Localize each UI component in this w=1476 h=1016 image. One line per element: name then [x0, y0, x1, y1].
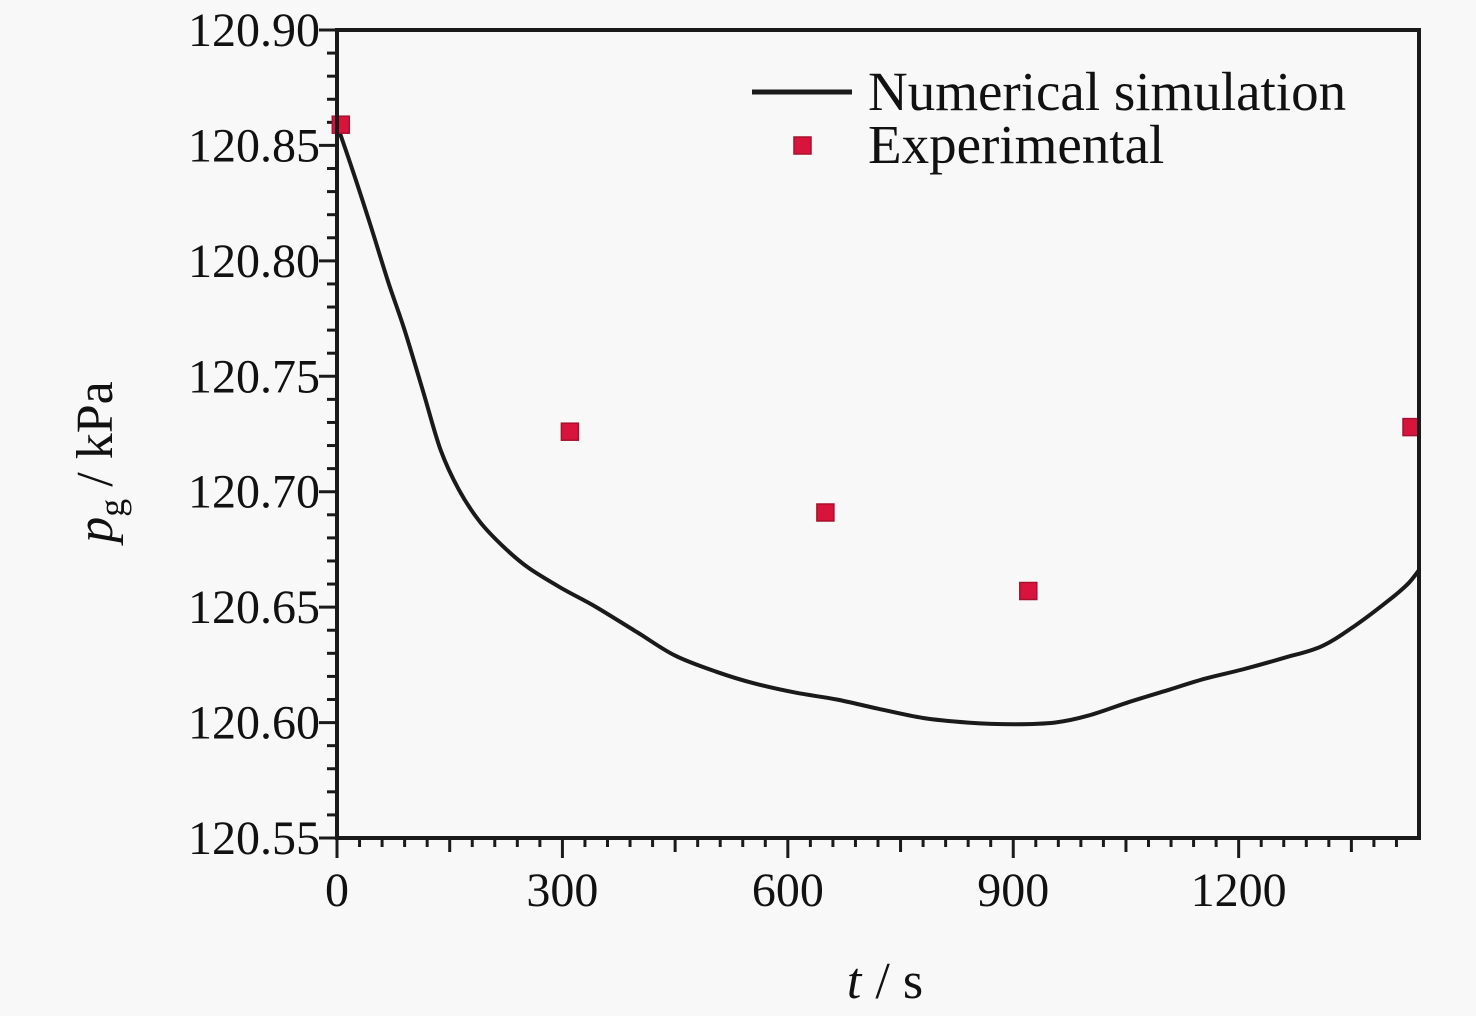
x-axis-unit: / s [875, 953, 923, 1010]
y-tick-label: 120.60 [188, 697, 320, 750]
data-series [331, 115, 1421, 727]
x-tick-label: 1200 [1191, 864, 1287, 917]
x-tick-labels: 0 300 600 900 1200 [325, 864, 1287, 917]
x-tick-label: 900 [977, 864, 1049, 917]
experimental-point [331, 115, 351, 134]
experimental-point [1019, 581, 1038, 601]
y-tick-label: 120.75 [188, 350, 320, 403]
legend-label-experimental: Experimental [868, 114, 1164, 175]
y-tick-label: 120.85 [188, 119, 320, 172]
x-tick-label: 300 [526, 864, 598, 917]
y-tick-label: 120.90 [188, 4, 320, 57]
experimental-point [816, 503, 835, 522]
y-tick-label: 120.80 [188, 235, 320, 288]
legend-label-numerical-simulation: Numerical simulation [868, 61, 1346, 122]
experimental-point [560, 422, 580, 441]
y-tick-label: 120.55 [188, 812, 320, 865]
legend-square-marker-sample [793, 136, 812, 155]
x-tick-label: 600 [752, 864, 824, 917]
x-axis-symbol: t [847, 953, 863, 1010]
y-axis-title: pg / kPa [67, 381, 132, 546]
numerical-simulation-curve [335, 122, 1421, 727]
axis-ticks [319, 28, 1398, 858]
legend: Numerical simulation Experimental [752, 61, 1346, 175]
y-axis-symbol-subscript: g [92, 499, 132, 517]
y-tick-label: 120.70 [188, 466, 320, 519]
x-tick-label: 0 [325, 864, 349, 917]
plot-area-border [335, 28, 1421, 840]
y-tick-labels: 120.55 120.60 120.65 120.70 120.75 120.80 120.… [188, 4, 320, 865]
x-axis-title: t / s [847, 953, 923, 1010]
y-axis-symbol: p [67, 517, 124, 547]
y-tick-label: 120.65 [188, 581, 320, 634]
y-axis-unit: / kPa [67, 381, 124, 486]
